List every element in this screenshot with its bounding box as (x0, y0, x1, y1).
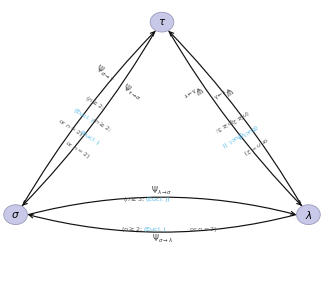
Text: $\mathrm{(Eucl.)})$: $\mathrm{(Eucl.)})$ (145, 195, 170, 204)
Text: $(n\geq 2;\;$: $(n\geq 2;\;$ (122, 225, 143, 234)
Text: $(n\geq 2;\,$: $(n\geq 2;\,$ (227, 107, 250, 126)
Circle shape (4, 205, 28, 225)
FancyArrowPatch shape (169, 31, 301, 205)
Text: $(n\geq 2;\,$: $(n\geq 2;\,$ (90, 116, 113, 135)
Text: $\mathrm{(Eucl.)}$: $\mathrm{(Eucl.)}$ (143, 225, 167, 234)
Circle shape (150, 12, 174, 32)
Text: $\Psi_{\lambda\to\sigma}$: $\Psi_{\lambda\to\sigma}$ (151, 184, 173, 197)
Text: $\lambda$: $\lambda$ (305, 209, 312, 221)
Text: $(n\geq 3;\;$: $(n\geq 3;\;$ (123, 195, 145, 204)
Text: $\sigma$: $\sigma$ (11, 210, 20, 220)
FancyArrowPatch shape (169, 32, 302, 206)
Text: $\mathrm{or}\;n=2)$: $\mathrm{or}\;n=2)$ (241, 134, 270, 157)
Text: $\Psi_{\lambda\to\tau}$: $\Psi_{\lambda\to\tau}$ (180, 81, 205, 103)
Text: $\Psi_{\tau\to\sigma}$: $\Psi_{\tau\to\sigma}$ (120, 82, 145, 104)
Text: $(n\geq 3;\,$: $(n\geq 3;\,$ (213, 115, 236, 134)
FancyArrowPatch shape (22, 32, 155, 206)
Text: $\mathrm{(Eucl.)}$: $\mathrm{(Eucl.)}$ (235, 121, 260, 141)
FancyArrowPatch shape (28, 197, 295, 215)
Text: $\mathrm{(Eucl.)}$: $\mathrm{(Eucl.)}$ (77, 128, 102, 148)
Text: $\mathrm{or}\;n=2)$: $\mathrm{or}\;n=2)$ (63, 139, 91, 161)
Text: $\Psi_{\sigma\to\lambda}$: $\Psi_{\sigma\to\lambda}$ (152, 232, 172, 245)
Text: $\;\mathrm{or}\;n=2)$: $\;\mathrm{or}\;n=2)$ (189, 225, 218, 234)
Circle shape (296, 205, 320, 225)
Text: $\mathrm{(Eucl.)})$: $\mathrm{(Eucl.)})$ (219, 128, 246, 149)
Text: $\Psi_{\tau\to\lambda}$: $\Psi_{\tau\to\lambda}$ (211, 82, 235, 103)
FancyArrowPatch shape (29, 214, 296, 232)
Text: $\mathrm{(Eucl.)}$: $\mathrm{(Eucl.)}$ (71, 105, 95, 125)
FancyArrowPatch shape (23, 31, 155, 205)
Text: $\Psi_{\sigma\to\tau}$: $\Psi_{\sigma\to\tau}$ (93, 62, 118, 84)
Text: $\mathrm{or}\;n=2)$: $\mathrm{or}\;n=2)$ (56, 116, 85, 139)
Text: $(n\geq 2;\,$: $(n\geq 2;\,$ (84, 93, 107, 112)
Text: $\tau$: $\tau$ (158, 17, 166, 27)
